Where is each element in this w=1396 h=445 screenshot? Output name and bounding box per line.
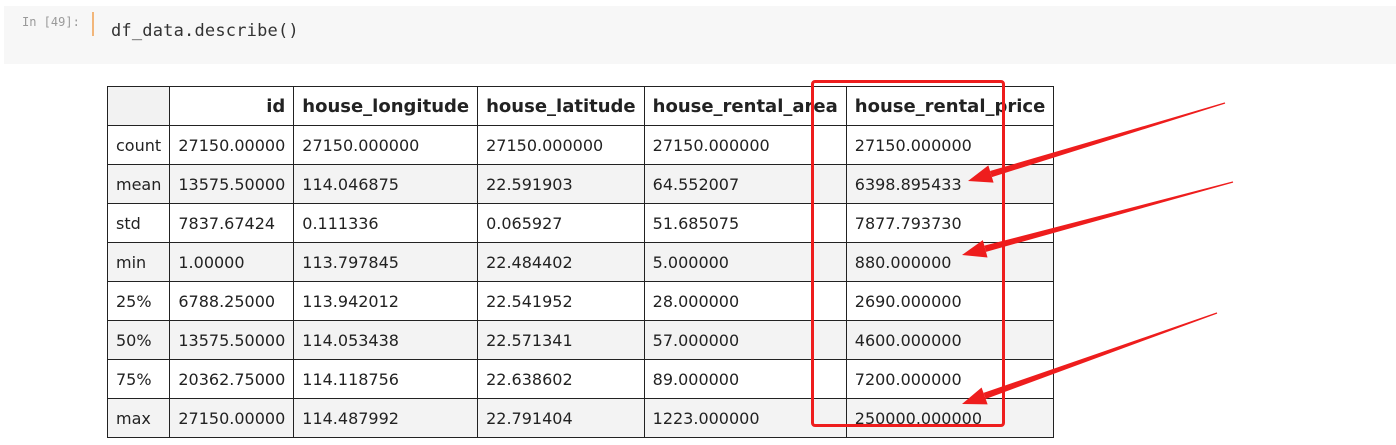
table-cell: 22.571341: [477, 320, 645, 360]
table-cell: 22.541952: [477, 281, 645, 321]
column-header-house-rental-price: house_rental_price: [845, 86, 1055, 126]
table-cell: 27150.00000: [169, 398, 295, 438]
table-row: 75% 20362.75000 114.118756 22.638602 89.0000…: [106, 359, 1055, 399]
table-row: count 27150.00000 27150.000000 27150.000000…: [106, 125, 1055, 165]
table-cell: 22.484402: [477, 242, 645, 282]
table-cell: 22.591903: [477, 164, 645, 204]
annotation-arrow-shaft: [983, 312, 1218, 399]
table-cell: 6788.25000: [169, 281, 295, 321]
table-row: max 27150.00000 114.487992 22.791404 1223.00…: [106, 398, 1055, 438]
code-cell-input[interactable]: [4, 6, 1396, 64]
row-index-label: 75%: [106, 359, 171, 399]
table-cell: 27150.000000: [477, 125, 645, 165]
table-cell: 13575.50000: [169, 320, 295, 360]
table-cell: 0.111336: [293, 203, 479, 243]
annotation-arrow-head: [968, 165, 994, 183]
table-cell: 27150.00000: [169, 125, 295, 165]
table-cell: 22.791404: [477, 398, 645, 438]
column-header-house-latitude: house_latitude: [477, 86, 645, 126]
row-index-label: min: [106, 242, 171, 282]
annotation-arrow-shaft: [984, 181, 1234, 252]
index-header-corner: [106, 86, 171, 126]
table-cell: 22.638602: [477, 359, 645, 399]
row-index-label: mean: [106, 164, 171, 204]
column-header-house-longitude: house_longitude: [293, 86, 479, 126]
row-index-label: max: [106, 398, 171, 438]
table-cell: 27150.000000: [845, 125, 1055, 165]
table-row: std 7837.67424 0.111336 0.065927 51.685075 78…: [106, 203, 1055, 243]
table-cell: 114.046875: [293, 164, 479, 204]
annotation-arrow-shaft: [990, 102, 1226, 178]
table-cell: 880.000000: [845, 242, 1055, 282]
table-cell: 6398.895433: [845, 164, 1055, 204]
table-cell: 2690.000000: [845, 281, 1055, 321]
annotation-arrow-head: [962, 240, 988, 258]
table-cell: 13575.50000: [169, 164, 295, 204]
table-cell: 1.00000: [169, 242, 295, 282]
cell-prompt: In [49]:: [22, 15, 80, 29]
annotation-arrow-head: [962, 387, 988, 405]
row-index-label: std: [106, 203, 171, 243]
table-cell: 114.053438: [293, 320, 479, 360]
table-cell: 250000.000000: [845, 398, 1055, 438]
table-cell: 114.487992: [293, 398, 479, 438]
table-cell: 114.118756: [293, 359, 479, 399]
table-header-row: id house_longitude house_latitude house_…: [106, 86, 1055, 126]
table-cell: 27150.000000: [293, 125, 479, 165]
code-text[interactable]: df_data.describe(): [111, 21, 299, 41]
cell-edit-indicator: [92, 12, 94, 36]
row-index-label: 25%: [106, 281, 171, 321]
table-cell: 7200.000000: [845, 359, 1055, 399]
table-cell: 113.797845: [293, 242, 479, 282]
table-cell: 4600.000000: [845, 320, 1055, 360]
table-cell: 0.065927: [477, 203, 645, 243]
dataframe-output-table: id house_longitude house_latitude house_…: [106, 86, 1055, 438]
table-cell: 20362.75000: [169, 359, 295, 399]
row-index-label: 50%: [106, 320, 171, 360]
row-index-label: count: [106, 125, 171, 165]
